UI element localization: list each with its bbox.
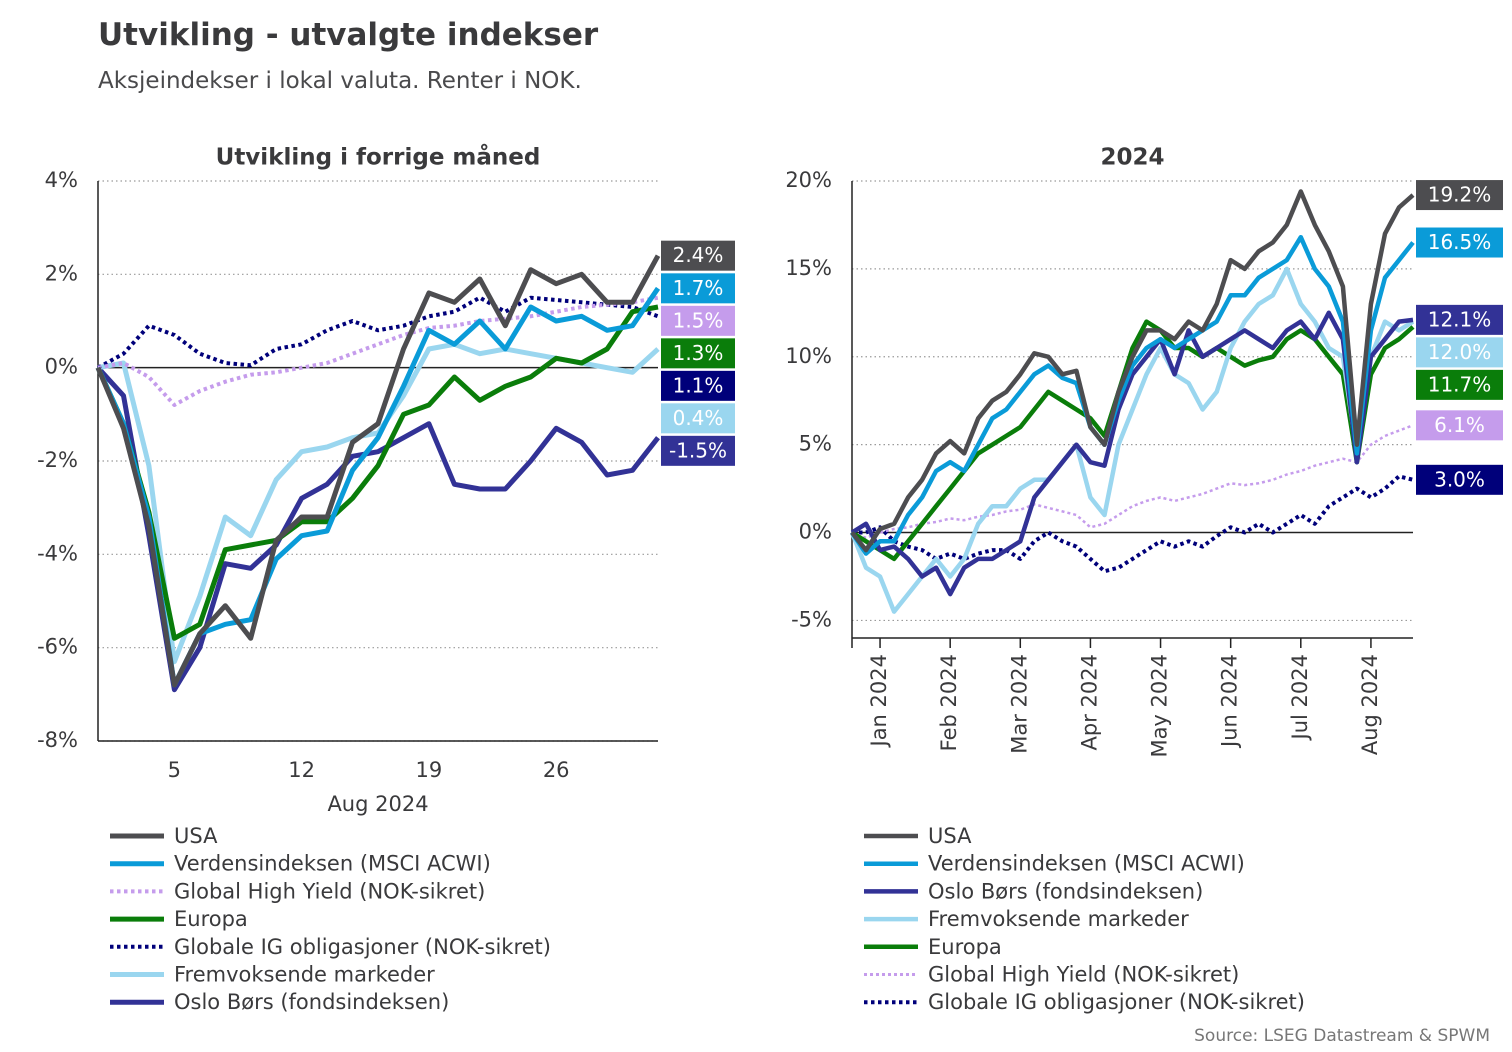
label-box — [661, 338, 735, 369]
series-line — [852, 474, 1414, 574]
data-label: 6.1% — [1434, 413, 1485, 437]
data-label: 0.4% — [673, 406, 724, 430]
legend-label: Oslo Børs (fondsindeksen) — [174, 990, 449, 1014]
legend-label: Global High Yield (NOK-sikret) — [928, 963, 1239, 987]
x-tick-label: Apr 2024 — [1077, 654, 1101, 750]
data-label: 19.2% — [1428, 183, 1492, 207]
y-tick-label: 5% — [799, 432, 832, 456]
y-tick-label: -6% — [37, 635, 78, 659]
legend-label: Verdensindeksen (MSCI ACWI) — [928, 852, 1245, 876]
legend-label: Globale IG obligasjoner (NOK-sikret) — [928, 990, 1305, 1014]
y-tick-label: 10% — [785, 344, 832, 368]
data-label: 2.4% — [673, 243, 724, 267]
x-tick-label: May 2024 — [1148, 654, 1172, 758]
y-tick-label: -8% — [37, 728, 78, 752]
data-label: 11.7% — [1428, 372, 1492, 396]
y-tick-label: 0% — [799, 520, 832, 544]
data-label: 1.3% — [673, 341, 724, 365]
legend-label: Europa — [174, 907, 248, 931]
x-tick-label: Jul 2024 — [1288, 654, 1312, 741]
y-tick-label: 2% — [45, 261, 78, 285]
legend-label: Verdensindeksen (MSCI ACWI) — [174, 852, 491, 876]
label-box — [1416, 304, 1503, 335]
y-tick-label: -5% — [791, 607, 832, 631]
label-box — [1416, 227, 1503, 258]
x-tick-label: 26 — [543, 758, 570, 782]
legend-label: Europa — [928, 935, 1002, 959]
series-line — [95, 304, 659, 641]
series-line — [95, 286, 661, 688]
y-tick-label: 0% — [45, 355, 78, 379]
series-line — [96, 366, 660, 693]
data-label: 1.1% — [673, 373, 724, 397]
series-line — [850, 319, 1415, 562]
legend-label: Global High Yield (NOK-sikret) — [174, 879, 485, 903]
chart-title: Utvikling i forrige måned — [216, 144, 541, 171]
y-tick-label: -4% — [37, 541, 78, 565]
series-line — [851, 424, 1414, 540]
x-tick-label: 12 — [288, 758, 315, 782]
source: Source: LSEG Datastream & SPWM — [1194, 1026, 1490, 1046]
x-tick-label: Jun 2024 — [1218, 654, 1242, 749]
page-subtitle: Aksjeindekser i lokal valuta. Renter i N… — [98, 68, 582, 94]
legend-label: USA — [928, 824, 972, 848]
label-box — [1416, 337, 1503, 368]
data-label: 1.7% — [673, 276, 724, 300]
label-box — [661, 403, 735, 434]
data-label: 12.1% — [1428, 307, 1492, 331]
label-box — [1416, 464, 1503, 495]
label-box — [1416, 410, 1503, 441]
x-tick-label: 5 — [168, 758, 181, 782]
series-line — [850, 310, 1414, 597]
data-label: 1.5% — [673, 308, 724, 332]
x-tick-label: Mar 2024 — [1007, 654, 1031, 754]
series-line — [97, 295, 659, 370]
label-box — [661, 305, 735, 336]
label-box — [1416, 180, 1503, 211]
label-box — [661, 370, 735, 401]
series-line — [850, 234, 1415, 556]
label-box — [661, 435, 735, 466]
legend-label: Fremvoksende markeder — [174, 963, 435, 987]
chart-title: 2024 — [1100, 145, 1164, 171]
x-axis-label: Aug 2024 — [327, 792, 428, 816]
x-tick-label: Aug 2024 — [1358, 654, 1382, 755]
series-line — [95, 254, 661, 688]
label-box — [661, 273, 735, 304]
data-label: 16.5% — [1428, 230, 1492, 254]
series-line — [850, 189, 1415, 553]
series-line — [97, 295, 659, 407]
legend-label: Globale IG obligasjoner (NOK-sikret) — [174, 935, 551, 959]
legend-label: USA — [174, 824, 218, 848]
x-tick-label: Jan 2024 — [867, 654, 891, 749]
y-tick-label: -2% — [37, 448, 78, 472]
y-tick-label: 20% — [785, 168, 832, 192]
legend-label: Fremvoksende markeder — [928, 907, 1189, 931]
data-label: 3.0% — [1434, 467, 1485, 491]
data-label: -1.5% — [669, 438, 727, 462]
y-tick-label: 15% — [785, 256, 832, 280]
page-title: Utvikling - utvalgte indekser — [98, 17, 599, 53]
series-line — [97, 341, 660, 665]
x-tick-label: Feb 2024 — [937, 654, 961, 751]
data-label: 12.0% — [1428, 340, 1492, 364]
y-tick-label: 4% — [45, 168, 78, 192]
legend-label: Oslo Børs (fondsindeksen) — [928, 879, 1203, 903]
label-box — [1416, 369, 1503, 400]
x-tick-label: 19 — [416, 758, 443, 782]
label-box — [661, 240, 735, 271]
